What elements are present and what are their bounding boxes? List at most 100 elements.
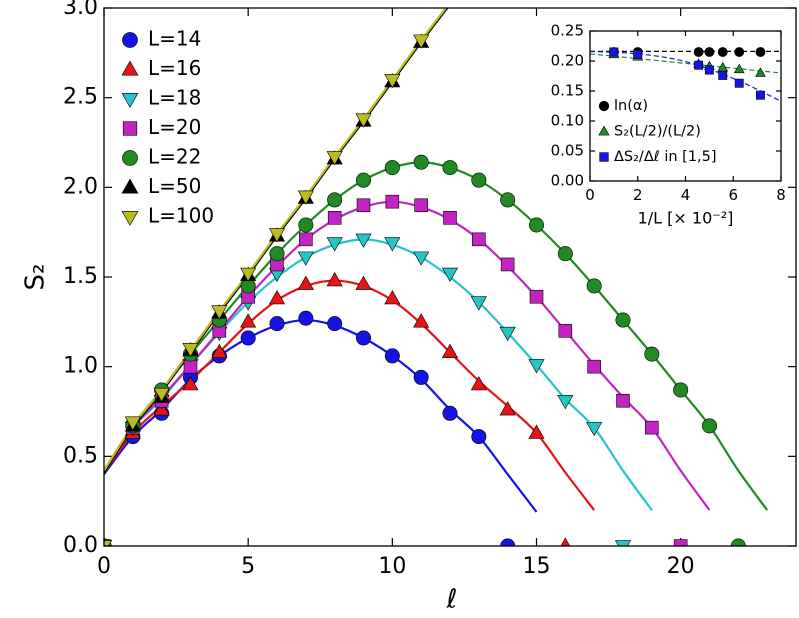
legend-label: L=22 [148, 145, 201, 169]
marker [326, 237, 343, 252]
x-tick-label: 0 [585, 186, 595, 204]
x-tick-label: 4 [681, 186, 691, 204]
marker [268, 228, 286, 243]
marker [694, 60, 704, 70]
marker [587, 359, 601, 374]
axes-frame [103, 7, 797, 547]
marker [355, 330, 371, 346]
marker [413, 369, 429, 385]
marker [355, 275, 372, 290]
legend-label: L=14 [148, 27, 201, 51]
x-tick-label: 2 [633, 186, 643, 204]
marker [755, 67, 766, 77]
marker [298, 217, 314, 233]
y-tick-label: 2.5 [63, 85, 98, 110]
marker [614, 540, 632, 546]
marker [269, 316, 285, 332]
legend-label: L=20 [148, 115, 201, 139]
y-tick-label: 0.0 [63, 533, 98, 558]
marker [298, 310, 314, 326]
marker [240, 267, 257, 282]
marker [443, 211, 457, 225]
marker [327, 192, 343, 208]
legend-label: S₂(L/2)/(L/2) [614, 124, 701, 140]
marker [124, 416, 141, 431]
y-tick-label: 0.15 [551, 82, 584, 100]
marker [326, 272, 343, 287]
marker [500, 192, 516, 208]
marker [356, 198, 371, 213]
y-tick-label: 1.0 [63, 354, 98, 379]
marker [182, 376, 199, 391]
inset-background [590, 31, 781, 181]
y-tick-label: 0.00 [551, 172, 584, 190]
marker [240, 313, 257, 328]
legend-marker [122, 32, 138, 48]
y-tick-label: 3.0 [63, 0, 98, 20]
marker [384, 348, 400, 364]
fit-line [104, 279, 596, 511]
marker [183, 359, 198, 374]
marker [733, 63, 745, 74]
legend-label: ln(α) [614, 98, 648, 114]
marker [615, 312, 631, 328]
marker [609, 47, 619, 57]
marker [297, 190, 314, 205]
marker [734, 47, 745, 57]
marker [471, 172, 487, 188]
marker [645, 420, 659, 435]
marker [528, 424, 545, 439]
legend-label: L=16 [148, 56, 201, 80]
marker [499, 326, 516, 342]
marker [472, 232, 486, 247]
marker [558, 324, 573, 338]
marker [269, 246, 285, 262]
legend-label: ΔS₂/Δℓ in [1,5] [614, 149, 717, 165]
x-axis-label: 1/L [× 10⁻²] [638, 209, 734, 228]
marker [586, 421, 603, 437]
marker [633, 49, 643, 59]
x-tick-label: 8 [776, 186, 786, 204]
marker [355, 172, 371, 188]
marker [500, 257, 515, 272]
marker [413, 313, 430, 328]
marker [384, 74, 401, 89]
marker [755, 47, 766, 57]
marker [413, 251, 430, 266]
legend-marker [599, 152, 609, 162]
y-tick-label: 1.5 [63, 264, 98, 289]
marker [297, 275, 314, 290]
marker [413, 34, 430, 49]
legend-marker [121, 178, 139, 194]
marker [499, 401, 516, 416]
y-tick-label: 0.05 [551, 142, 584, 160]
marker [673, 539, 688, 546]
marker [326, 151, 343, 166]
legend-marker [121, 60, 139, 76]
marker [560, 537, 571, 546]
marker [586, 278, 602, 294]
marker [529, 289, 544, 304]
marker [268, 289, 286, 305]
marker [644, 346, 660, 362]
marker [442, 160, 458, 176]
marker [470, 376, 487, 391]
marker [413, 154, 429, 170]
fit-line [104, 318, 538, 513]
x-tick-label: 20 [667, 554, 695, 579]
legend-marker [121, 211, 139, 226]
x-tick-label: 6 [728, 186, 738, 204]
marker [384, 237, 401, 252]
marker [441, 267, 459, 282]
marker [104, 540, 113, 546]
fit-line [590, 53, 781, 74]
marker [355, 113, 372, 128]
legend-label: L=100 [148, 204, 214, 228]
legend-marker [598, 125, 610, 136]
marker [355, 233, 372, 248]
plot-area [104, 8, 769, 546]
marker [441, 343, 459, 359]
marker [327, 316, 343, 332]
marker [471, 429, 487, 445]
marker [701, 418, 717, 434]
